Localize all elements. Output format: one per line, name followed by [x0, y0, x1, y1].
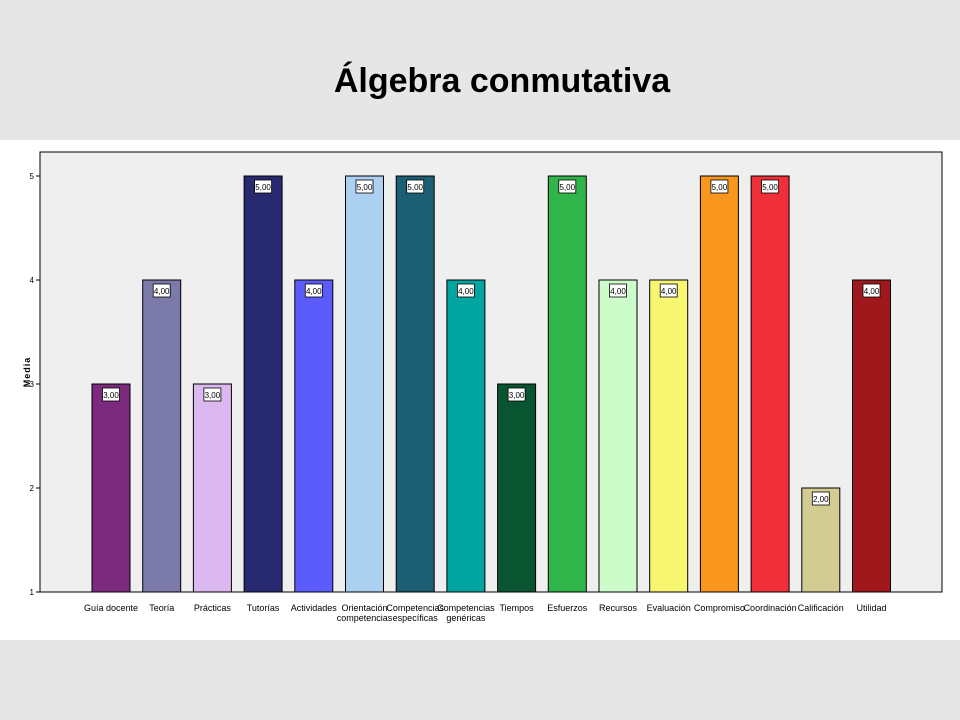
bar-12 — [699, 175, 739, 593]
category-label: Utilidad — [856, 603, 886, 613]
data-label: 5,00 — [255, 183, 271, 192]
y-tick-label: 5 — [30, 172, 35, 181]
category-label: Orientación — [341, 603, 387, 613]
data-label: 5,00 — [560, 183, 576, 192]
data-label: 4,00 — [458, 287, 474, 296]
data-label-box — [203, 387, 222, 402]
data-label-box — [710, 179, 729, 194]
y-tick-label: 4 — [30, 276, 35, 285]
bar-3 — [243, 175, 283, 593]
data-label: 3,00 — [509, 391, 525, 400]
bars-group: 3,00 4,00 3,00 5,00 4,00 5,00 5,00 4,00 3,00 5,00… — [91, 175, 891, 593]
data-label-box — [456, 283, 475, 298]
bar-6 — [395, 175, 435, 593]
category-label: Calificación — [798, 603, 844, 613]
bar-10 — [598, 279, 638, 593]
data-label: 5,00 — [712, 183, 728, 192]
category-label: Esfuerzos — [547, 603, 588, 613]
category-label: Competencias — [437, 603, 495, 613]
category-label: Prácticas — [194, 603, 232, 613]
bar-11 — [649, 279, 689, 593]
bar-5 — [345, 175, 384, 593]
bar-8 — [497, 383, 537, 593]
bar-13 — [750, 175, 790, 593]
bar-0 — [91, 383, 131, 593]
data-label-box — [254, 179, 273, 194]
bar-4 — [294, 279, 334, 593]
category-label: competencias — [337, 613, 393, 623]
data-label-box — [152, 283, 171, 298]
data-label-box — [304, 283, 323, 298]
data-label-box — [355, 179, 374, 194]
data-label-box — [102, 387, 120, 402]
data-label: 3,00 — [103, 391, 119, 400]
data-label-box — [862, 283, 881, 298]
data-label: 3,00 — [205, 391, 221, 400]
category-label: Recursos — [599, 603, 638, 613]
category-label: Tutorías — [247, 603, 280, 613]
data-label-box — [507, 387, 526, 402]
category-label: específicas — [393, 613, 439, 623]
bar-7 — [446, 279, 486, 593]
bar-1 — [142, 279, 182, 593]
y-tick-label: 2 — [30, 484, 35, 493]
category-label: Guía docente — [84, 603, 138, 613]
plot-background — [39, 151, 943, 593]
data-label: 4,00 — [661, 287, 677, 296]
data-label: 4,00 — [864, 287, 880, 296]
data-label: 5,00 — [762, 183, 778, 192]
data-label-box — [558, 179, 577, 194]
category-label: Tiempos — [500, 603, 535, 613]
bar-9 — [547, 175, 587, 593]
category-label: Teoría — [149, 603, 174, 613]
y-axis-label: Media — [22, 357, 32, 388]
data-label: 5,00 — [407, 183, 423, 192]
x-axis-labels: Guía docente Teoría Prácticas Tutorías Activ… — [84, 603, 887, 623]
y-tick-label: 3 — [30, 380, 35, 389]
category-label: Coordinación — [744, 603, 797, 613]
y-axis: 1 2 3 4 5 — [30, 172, 40, 597]
category-label: Compromiso — [694, 603, 745, 613]
data-label: 2,00 — [813, 495, 829, 504]
data-label-box — [811, 491, 830, 506]
bar-2 — [192, 383, 232, 593]
data-label: 4,00 — [610, 287, 626, 296]
category-label: genéricas — [446, 613, 486, 623]
y-tick-label: 1 — [30, 588, 35, 597]
bar-15 — [852, 279, 891, 593]
data-label-box — [659, 283, 678, 298]
page-title: Álgebra conmutativa — [333, 62, 671, 100]
data-label: 4,00 — [306, 287, 322, 296]
category-label: Actividades — [291, 603, 338, 613]
category-label: Evaluación — [647, 603, 691, 613]
data-label-box — [406, 179, 425, 194]
data-label: 5,00 — [357, 183, 373, 192]
data-label-box — [761, 179, 779, 194]
category-label: Competencias — [386, 603, 444, 613]
data-label-box — [609, 283, 627, 298]
data-label: 4,00 — [154, 287, 170, 296]
